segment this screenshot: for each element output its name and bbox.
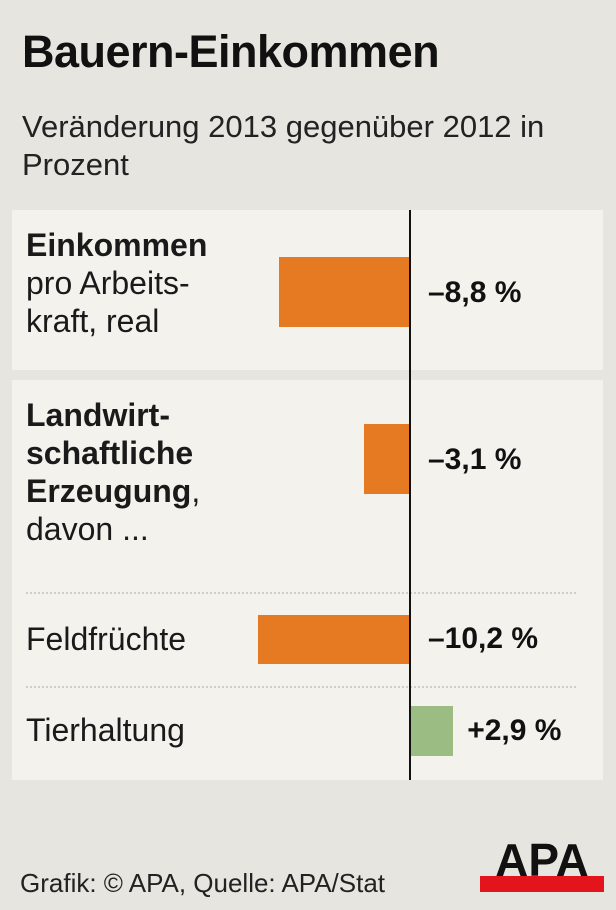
divider — [26, 686, 576, 688]
value-label: –10,2 % — [428, 622, 539, 655]
source-note: Grafik: © APA, Quelle: APA/Stat — [20, 868, 386, 898]
value-label: +2,9 % — [467, 714, 562, 747]
panel-production — [12, 380, 603, 780]
apa-logo: APA — [480, 838, 604, 892]
category-label-crops: Feldfrüchte — [26, 621, 187, 657]
chart-subtitle: Veränderung 2013 gegenüber 2012 in Proze… — [22, 109, 545, 182]
logo-red-bar — [480, 876, 604, 892]
value-label: –8,8 % — [428, 276, 522, 309]
divider — [26, 592, 576, 594]
category-label-income: Einkommen pro Arbeits- kraft, real — [26, 227, 208, 339]
category-label-livestock: Tierhaltung — [26, 712, 185, 748]
chart-title: Bauern-Einkommen — [22, 26, 440, 77]
bar-3 — [410, 706, 454, 756]
zero-axis — [409, 210, 411, 780]
bar-1 — [363, 424, 410, 494]
category-label-production: Landwirt- schaftliche Erzeugung, davon .… — [26, 397, 201, 547]
value-label: –3,1 % — [428, 443, 522, 476]
bar-0 — [278, 257, 410, 327]
bar-2 — [258, 615, 410, 664]
